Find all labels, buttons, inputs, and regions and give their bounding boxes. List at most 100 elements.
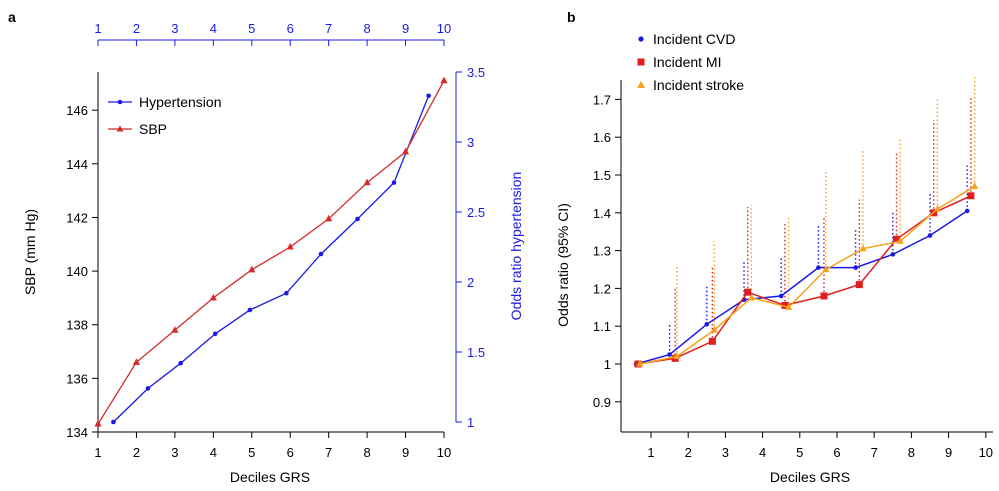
panel-b-x-tick-label: 7 — [871, 445, 878, 460]
panel-b-x-tick-label: 9 — [945, 445, 952, 460]
panel-a-top-tick-label: 9 — [402, 21, 409, 36]
panel-a-y-tick-label: 136 — [66, 371, 88, 386]
panel-b-y-tick-label: 1.2 — [593, 281, 611, 296]
panel-a-y2-tick-label: 3 — [467, 135, 474, 150]
series-incident-cvd-point — [667, 352, 672, 357]
series-hypertension-point — [145, 386, 151, 391]
panel-b-x-tick-label: 8 — [908, 445, 915, 460]
panel-a-x-tick-label: 6 — [287, 445, 294, 460]
series-hypertension-point — [111, 419, 116, 425]
legend-sbp-marker — [116, 125, 124, 132]
panel-b-y-tick-label: 1.7 — [593, 92, 611, 107]
series-incident-cvd-point — [964, 208, 970, 214]
series-sbp-line — [97, 80, 445, 425]
panel-a-legend: Hypertension SBP — [108, 94, 222, 137]
series-sbp-point — [209, 293, 217, 301]
series-incident-mi-point — [893, 235, 901, 243]
panel-b-y-tick-label: 1.3 — [593, 244, 611, 259]
panel-a-y2-axis-title: Odds ratio hypertension — [508, 172, 524, 321]
panel-b-y-tick-label: 1.4 — [593, 206, 611, 221]
panel-b-ci-lines — [668, 74, 976, 359]
series-incident-stroke-point — [785, 303, 793, 310]
panel-a-y-axis-title: SBP (mm Hg) — [22, 209, 38, 295]
panel-a-x-tick-label: 1 — [94, 445, 101, 460]
panel-b-x-tick-label: 1 — [647, 445, 654, 460]
series-incident-mi-point — [708, 337, 716, 345]
series-incident-stroke-point — [710, 325, 718, 333]
panel-b-y-ticks: 0.9 1 1.1 1.2 1.3 1.4 1.5 1.6 1.7 — [593, 92, 621, 410]
series-hypertension-point — [284, 290, 289, 296]
series-sbp-point — [286, 242, 294, 250]
panel-a-top-tick-label: 10 — [437, 21, 451, 36]
series-incident-stroke-line — [639, 185, 975, 365]
panel-a-top-tick-label: 1 — [94, 21, 101, 36]
panel-a-x-tick-label: 2 — [133, 445, 140, 460]
series-incident-mi-point — [967, 192, 975, 200]
panel-b-legend: Incident CVD Incident MI Incident stroke — [637, 31, 744, 93]
series-incident-stroke-point — [636, 360, 644, 367]
legend-cvd-label: Incident CVD — [653, 31, 735, 47]
series-hypertension-point — [391, 180, 397, 185]
series-incident-cvd-point — [890, 252, 896, 257]
series-incident-cvd-point — [778, 293, 784, 299]
series-incident-stroke-point — [747, 293, 756, 301]
panel-a-x-tick-label: 7 — [325, 445, 332, 460]
series-hypertension-point — [178, 360, 183, 366]
series-hypertension-point — [318, 251, 324, 257]
panel-a-y2-tick-label: 2.5 — [467, 205, 485, 220]
panel-a-x-tick-label: 10 — [437, 445, 451, 460]
series-incident-mi-point — [781, 301, 789, 309]
legend-stroke-marker — [637, 81, 645, 88]
panel-a-y2-tick-label: 1.5 — [467, 345, 485, 360]
panel-b-y-tick-label: 1.6 — [593, 130, 611, 145]
series-hypertension-line — [112, 95, 430, 423]
panel-a-top-tick-label: 3 — [171, 21, 178, 36]
legend-mi-marker — [637, 58, 645, 66]
panel-a-x-tick-label: 5 — [248, 445, 255, 460]
panel-a-y-tick-label: 138 — [66, 318, 88, 333]
series-sbp-point — [325, 214, 333, 222]
panel-b-x-tick-label: 3 — [722, 445, 729, 460]
panel-b-x-ticks: 1 2 3 4 5 6 7 8 9 10 — [647, 432, 993, 460]
panel-a-x-tick-label: 3 — [171, 445, 178, 460]
panel-b-y-tick-label: 1.1 — [593, 319, 611, 334]
series-hypertension-point — [426, 93, 431, 99]
panel-a-x-axis-title: Deciles GRS — [230, 469, 310, 485]
series-incident-mi-point — [820, 292, 828, 300]
series-incident-stroke-point — [933, 205, 942, 212]
series-incident-cvd-point — [816, 265, 821, 270]
legend-cvd-marker — [638, 36, 644, 42]
panel-a-top-tick-label: 7 — [325, 21, 332, 36]
legend-mi-label: Incident MI — [653, 54, 721, 70]
panel-b-series — [633, 182, 979, 368]
panel-a-x-tick-label: 8 — [363, 445, 370, 460]
series-incident-mi-point — [855, 281, 863, 289]
series-sbp-point — [171, 326, 179, 333]
panel-a-top-tick-label: 6 — [287, 21, 294, 36]
series-incident-mi-point — [744, 288, 752, 296]
series-hypertension-point — [212, 331, 218, 337]
panel-a-series — [94, 76, 448, 427]
panel-a-top-tick-label: 5 — [248, 21, 255, 36]
series-incident-stroke-point — [822, 265, 830, 273]
series-sbp-point — [132, 358, 141, 365]
panel-a-top-tick-label: 4 — [210, 21, 217, 36]
panel-a-y2-ticks: 1 1.5 2 2.5 3 3.5 — [456, 65, 485, 430]
panel-b-x-tick-label: 2 — [685, 445, 692, 460]
panel-b-x-tick-label: 4 — [759, 445, 766, 460]
series-sbp-point — [94, 419, 102, 427]
legend-sbp-label: SBP — [139, 121, 167, 137]
panel-b-y-tick-label: 1.5 — [593, 168, 611, 183]
panel-a-y2-tick-label: 3.5 — [467, 65, 485, 80]
series-incident-cvd-point — [704, 322, 710, 327]
panel-a-x-tick-label: 9 — [402, 445, 409, 460]
series-incident-mi-line — [637, 195, 972, 365]
legend-hypertension-label: Hypertension — [139, 94, 222, 110]
series-sbp-point — [248, 265, 256, 273]
panel-b-x-tick-label: 10 — [979, 445, 993, 460]
series-hypertension-point — [355, 216, 360, 222]
panel-a-x-ticks: 1 2 3 4 5 6 7 8 9 10 — [94, 432, 451, 460]
panel-a-letter: a — [8, 9, 16, 25]
